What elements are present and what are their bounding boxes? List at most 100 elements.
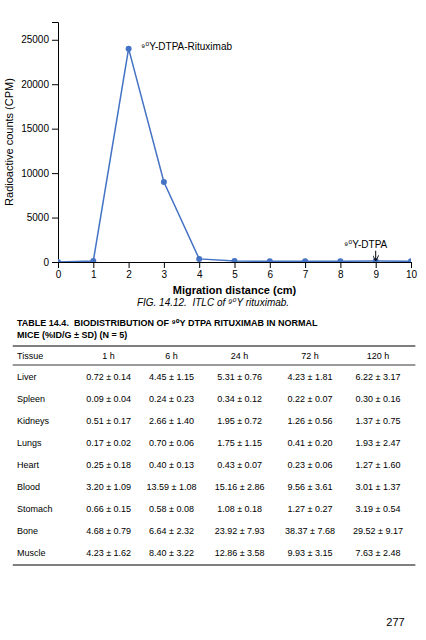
x-tick-label: 10 [406,269,418,280]
x-tick-mark [305,262,306,268]
x-tick-label: 1 [91,269,97,280]
table-rule [13,365,416,366]
table-cell: 4.23 ± 1.81 [287,372,332,382]
x-tick: 6 [268,262,274,280]
table-header: Tissue [17,351,43,361]
table-cell: Liver [17,372,37,382]
y-tick-label: 20000 [21,79,49,90]
table-cell: 9.93 ± 3.15 [287,548,332,558]
table-header: 1 h [102,351,115,361]
x-tick-label: 4 [197,269,203,280]
x-tick: 7 [303,262,309,280]
table-cell: 12.86 ± 3.58 [215,548,265,558]
x-tick: 8 [338,262,344,280]
y-tick-mark [52,129,58,130]
y-tick: 20000 [21,79,58,90]
data-point [337,258,343,262]
table-title: TABLE 14.4. BIODISTRIBUTION OF ⁹⁰Y DTPA … [17,318,318,328]
x-tick-label: 7 [303,269,309,280]
x-tick-mark [340,262,341,268]
table-cell: 0.51 ± 0.17 [86,416,131,426]
table-cell: 1.37 ± 0.75 [356,416,401,426]
x-tick-label: 0 [56,269,62,280]
y-tick-label: 10000 [21,168,49,179]
y-tick-mark [52,40,58,41]
data-point [232,258,238,262]
table-cell: 23.92 ± 7.93 [215,526,265,536]
table-header: 24 h [231,351,249,361]
y-tick: 25000 [21,34,58,45]
table-cell: 0.72 ± 0.14 [86,372,131,382]
table-cell: Heart [17,460,40,470]
table-cell: 8.40 ± 3.22 [149,548,194,558]
table-cell: 6.64 ± 2.32 [149,526,194,536]
y-tick: 0 [43,257,58,268]
table-cell: 4.68 ± 0.79 [86,526,131,536]
x-tick: 0 [56,262,62,280]
y-tick: 10000 [21,168,58,179]
table-cell: 2.66 ± 1.40 [149,416,194,426]
y-tick-mark [52,173,58,174]
table-cell: 0.41 ± 0.20 [287,438,332,448]
y-axis: 0 5000 10000 15000 20000 25000 [21,23,58,268]
table-cell: 0.70 ± 0.06 [149,438,194,448]
table-cell: 0.43 ± 0.07 [217,460,262,470]
table-cell: 0.23 ± 0.06 [287,460,332,470]
x-tick-mark [235,262,236,268]
table-cell: 1.26 ± 0.56 [287,416,332,426]
y-tick-label: 15000 [21,123,49,134]
table-cell: 1.08 ± 0.18 [217,504,262,514]
table-cell: 0.30 ± 0.16 [356,394,401,404]
x-tick: 1 [91,262,97,280]
y-tick-mark [52,218,58,219]
x-tick-label: 3 [162,269,168,280]
table-title: MICE (%ID/G ± SD) (N = 5) [17,330,127,340]
table-cell: Lungs [17,438,42,448]
y-tick: 5000 [27,212,58,223]
table-cell: 1.95 ± 0.72 [217,416,262,426]
table-cell: 1.27 ± 1.60 [356,460,401,470]
table-cell: 4.23 ± 1.62 [86,548,131,558]
table-cell: 0.09 ± 0.04 [86,394,131,404]
table-cell: 13.59 ± 1.08 [146,482,196,492]
table-rule [13,564,416,565]
table-cell: 0.24 ± 0.23 [149,394,194,404]
table-cell: 38.37 ± 7.68 [285,526,335,536]
table-cell: 0.58 ± 0.08 [149,504,194,514]
table-cell: 7.63 ± 2.48 [356,548,401,558]
y-tick-mark [52,262,58,263]
table-rule [13,345,416,346]
x-tick: 3 [162,262,168,280]
table-cell: 5.31 ± 0.76 [217,372,262,382]
data-point [267,258,273,262]
annotation-arrow [375,251,376,261]
x-tick-mark [93,262,94,268]
x-tick-mark [129,262,130,268]
data-point [302,258,308,262]
x-tick: 5 [232,262,238,280]
table-cell: 6.22 ± 3.17 [356,372,401,382]
y-tick: 15000 [21,123,58,134]
table-cell: 0.17 ± 0.02 [86,438,131,448]
x-tick-label: 8 [338,269,344,280]
table-cell: Blood [17,482,40,492]
table-header: 6 h [165,351,178,361]
page: 0123456789100500010000150002000025000Mig… [0,0,426,640]
table-cell: Kidneys [17,416,50,426]
table-cell: 29.52 ± 9.17 [353,526,403,536]
x-tick-mark [199,262,200,268]
table-cell: 0.34 ± 0.12 [217,394,262,404]
annotation: ⁹⁰Y-DTPA-Rituximab [141,41,233,52]
table-cell: Stomach [17,504,53,514]
x-tick-label: 9 [373,269,379,280]
x-tick-label: 6 [268,269,274,280]
table-header: 120 h [367,351,390,361]
y-axis-title: Radioactive counts (CPM) [3,78,15,206]
table-cell: 3.19 ± 0.54 [356,504,401,514]
x-tick: 2 [126,262,132,280]
table-cell: 0.25 ± 0.18 [86,460,131,470]
x-tick-mark [376,262,377,268]
data-point [90,258,96,262]
x-tick: 10 [406,262,418,280]
table-header: 72 h [301,351,319,361]
